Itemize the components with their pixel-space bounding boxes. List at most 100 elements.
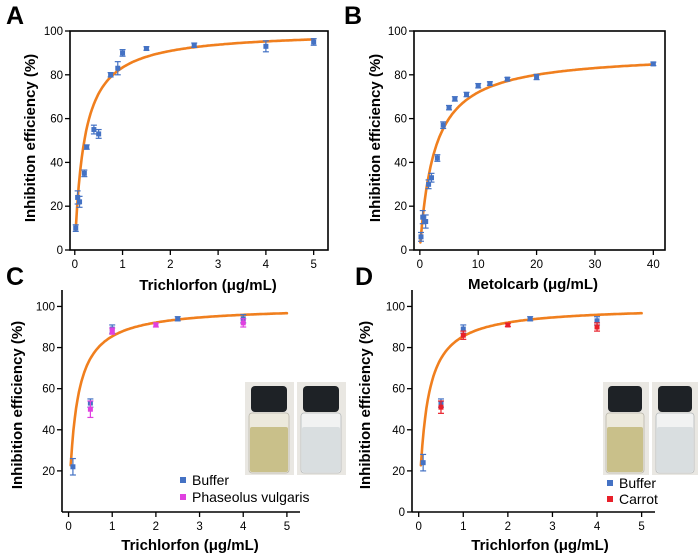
- x-tick-label: 4: [263, 259, 270, 271]
- y-tick-label: 40: [394, 157, 407, 169]
- x-tick-label: 1: [109, 521, 115, 533]
- vial-photo-divider: [649, 382, 652, 475]
- panel-letter-a: A: [6, 2, 24, 30]
- x-tick-label: 1: [460, 521, 466, 533]
- y-tick-label: 80: [42, 343, 55, 355]
- data-point-buffer: [460, 326, 466, 332]
- data-point-phaseolus-vulgaris: [109, 328, 115, 334]
- legend-marker-buffer: [180, 477, 186, 483]
- data-point-carrot: [594, 324, 600, 330]
- y-tick-label: 20: [394, 201, 407, 213]
- y-tick-label: 60: [392, 384, 405, 396]
- vial-sample-liquid: [607, 427, 643, 472]
- data-point-buffer: [75, 194, 81, 200]
- x-tick-label: 5: [638, 521, 644, 533]
- fit-curve: [419, 63, 655, 244]
- data-point-buffer: [96, 131, 102, 137]
- x-tick-label: 10: [472, 259, 485, 271]
- data-point-carrot: [438, 404, 444, 410]
- panel-a: A Inhibition efficiency (%) Trichlorfon …: [6, 2, 329, 294]
- y-tick-label: 100: [36, 301, 55, 313]
- x-tick-label: 40: [647, 259, 660, 271]
- fit-curve: [74, 38, 315, 232]
- data-point-buffer: [81, 170, 87, 176]
- legend-marker-buffer: [607, 480, 613, 486]
- panel-b: B Inhibition efficiency (%) Metolcarb (μ…: [344, 2, 666, 293]
- data-point-buffer: [452, 96, 458, 102]
- vial-sample-liquid: [250, 427, 288, 472]
- panel-letter-d: D: [355, 263, 373, 291]
- data-point-buffer: [175, 316, 181, 322]
- plot-frame: [413, 30, 666, 251]
- x-tick-label: 1: [119, 259, 125, 271]
- vial-cap: [658, 386, 692, 412]
- data-point-buffer: [534, 74, 540, 80]
- legend-label-phaseolus-vulgaris: Phaseolus vulgaris: [192, 489, 310, 505]
- data-point-buffer: [434, 155, 440, 161]
- x-axis-title-a: Trichlorfon (μg/mL): [139, 277, 277, 294]
- data-point-buffer: [426, 181, 432, 187]
- x-axis-title-c: Trichlorfon (μg/mL): [121, 537, 259, 554]
- vial-control-liquid: [302, 427, 340, 472]
- x-tick-label: 0: [72, 259, 78, 271]
- data-point-carrot: [460, 332, 466, 338]
- x-tick-label: 4: [594, 521, 601, 533]
- data-point-buffer: [115, 65, 121, 71]
- data-point-buffer: [84, 144, 90, 150]
- data-point-buffer: [120, 50, 126, 56]
- data-point-phaseolus-vulgaris: [87, 406, 93, 412]
- x-tick-label: 30: [589, 259, 602, 271]
- data-point-buffer: [143, 46, 149, 52]
- x-tick-label: 5: [310, 259, 316, 271]
- legend-label-carrot: Carrot: [619, 491, 658, 507]
- x-axis-title-d: Trichlorfon (μg/mL): [471, 537, 609, 554]
- y-tick-label: 80: [50, 70, 63, 82]
- x-tick-label: 3: [549, 521, 555, 533]
- data-point-buffer: [504, 76, 510, 82]
- data-point-buffer: [420, 214, 426, 220]
- panel-letter-c: C: [6, 263, 24, 291]
- y-tick-label: 20: [50, 201, 63, 213]
- y-axis-title-b: Inhibition efficiency (%): [367, 54, 384, 222]
- x-tick-label: 2: [153, 521, 159, 533]
- legend-c: Buffer Phaseolus vulgaris: [180, 472, 310, 505]
- x-tick-label: 4: [240, 521, 247, 533]
- vial-photo-divider: [294, 382, 297, 475]
- panel-letter-b: B: [344, 2, 362, 30]
- y-tick-label: 0: [401, 245, 407, 257]
- y-tick-label: 20: [392, 466, 405, 478]
- data-point-buffer: [594, 318, 600, 324]
- vial-cap: [303, 386, 339, 412]
- data-point-buffer: [446, 105, 452, 111]
- legend-d: Buffer Carrot: [607, 475, 658, 507]
- y-tick-label: 0: [57, 245, 63, 257]
- data-point-buffer: [70, 464, 76, 470]
- data-point-buffer: [423, 219, 429, 225]
- data-point-buffer: [73, 225, 79, 231]
- y-tick-label: 40: [42, 425, 55, 437]
- x-tick-label: 0: [415, 521, 421, 533]
- x-tick-label: 20: [530, 259, 543, 271]
- data-point-buffer: [91, 127, 97, 133]
- data-point-buffer: [464, 92, 470, 98]
- y-tick-label: 60: [50, 114, 63, 126]
- vial-control-liquid: [657, 427, 693, 472]
- x-axis-title-b: Metolcarb (μg/mL): [468, 276, 598, 293]
- data-point-buffer: [420, 460, 426, 466]
- y-tick-label: 60: [42, 384, 55, 396]
- y-tick-label: 40: [50, 157, 63, 169]
- y-tick-label: 100: [388, 26, 407, 38]
- x-tick-label: 2: [167, 259, 173, 271]
- legend-marker-carrot: [607, 496, 613, 502]
- vial-photo-c: [245, 382, 346, 475]
- data-point-buffer: [487, 81, 493, 87]
- panel-d: D Inhibition efficiency (%) Trichlorfon …: [355, 263, 698, 554]
- data-point-buffer: [475, 83, 481, 89]
- y-tick-label: 100: [44, 26, 63, 38]
- vial-cap: [608, 386, 642, 412]
- plot-frame: [69, 30, 329, 251]
- data-point-phaseolus-vulgaris: [240, 320, 246, 326]
- legend-label-buffer: Buffer: [619, 475, 656, 491]
- x-tick-label: 2: [505, 521, 511, 533]
